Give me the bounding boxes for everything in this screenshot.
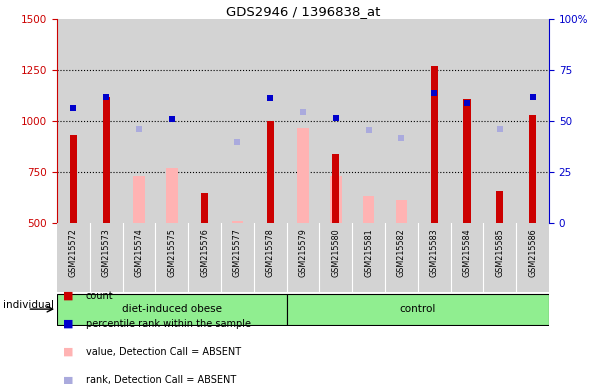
Bar	[287, 293, 549, 325]
Text: GSM215586: GSM215586	[528, 228, 537, 277]
Text: control: control	[400, 304, 436, 314]
Bar	[431, 66, 438, 223]
Text: ■: ■	[63, 347, 74, 357]
Bar	[496, 191, 503, 223]
Text: GSM215583: GSM215583	[430, 228, 439, 277]
Bar	[232, 221, 243, 223]
Text: GSM215573: GSM215573	[102, 228, 111, 277]
Bar	[188, 19, 221, 223]
Text: percentile rank within the sample: percentile rank within the sample	[86, 319, 251, 329]
Bar	[463, 99, 470, 223]
Text: GSM215575: GSM215575	[167, 228, 176, 277]
Bar	[297, 128, 309, 223]
Bar	[122, 19, 155, 223]
Text: GSM215582: GSM215582	[397, 228, 406, 277]
Bar	[57, 293, 287, 325]
Bar	[332, 154, 340, 223]
Text: rank, Detection Call = ABSENT: rank, Detection Call = ABSENT	[86, 375, 236, 384]
Text: GSM215580: GSM215580	[331, 228, 340, 277]
Text: GSM215579: GSM215579	[299, 228, 308, 277]
Bar	[254, 19, 287, 223]
Bar	[451, 19, 484, 223]
Title: GDS2946 / 1396838_at: GDS2946 / 1396838_at	[226, 5, 380, 18]
Text: GSM215584: GSM215584	[463, 228, 472, 277]
Bar	[395, 200, 407, 223]
Bar	[418, 19, 451, 223]
Bar	[133, 176, 145, 223]
Bar	[484, 19, 516, 223]
Bar	[385, 19, 418, 223]
Text: ■: ■	[63, 319, 74, 329]
Bar	[57, 19, 90, 223]
Text: GSM215578: GSM215578	[266, 228, 275, 277]
Text: individual: individual	[3, 300, 54, 310]
Text: GSM215577: GSM215577	[233, 228, 242, 277]
Text: diet-induced obese: diet-induced obese	[122, 304, 222, 314]
Text: GSM215572: GSM215572	[69, 228, 78, 277]
Bar	[90, 19, 122, 223]
Text: ■: ■	[63, 375, 74, 384]
Bar	[166, 168, 178, 223]
Bar	[319, 19, 352, 223]
Text: value, Detection Call = ABSENT: value, Detection Call = ABSENT	[86, 347, 241, 357]
Bar	[155, 19, 188, 223]
Bar	[330, 176, 341, 223]
Text: GSM215585: GSM215585	[496, 228, 504, 277]
Text: ■: ■	[63, 291, 74, 301]
Bar	[352, 19, 385, 223]
Text: count: count	[86, 291, 113, 301]
Bar	[266, 121, 274, 223]
Text: GSM215574: GSM215574	[134, 228, 143, 277]
Bar	[516, 19, 549, 223]
Bar	[70, 135, 77, 223]
Bar	[363, 196, 374, 223]
Text: GSM215581: GSM215581	[364, 228, 373, 277]
Text: GSM215576: GSM215576	[200, 228, 209, 277]
Bar	[529, 115, 536, 223]
Bar	[103, 96, 110, 223]
Bar	[287, 19, 319, 223]
Bar	[201, 193, 208, 223]
Bar	[221, 19, 254, 223]
